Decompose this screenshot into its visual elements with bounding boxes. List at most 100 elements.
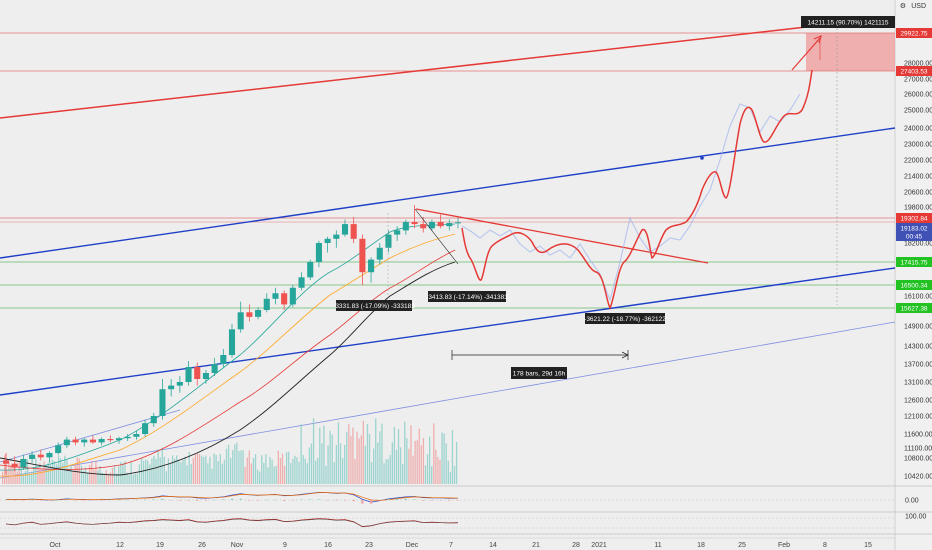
- macd-histogram-bar: [430, 500, 433, 501]
- macd-histogram-bar: [196, 500, 199, 501]
- drawdown-guide-2: [414, 208, 459, 265]
- volume-bar: [169, 463, 172, 484]
- volume-bar: [350, 435, 352, 484]
- volume-bar: [424, 465, 427, 484]
- x-tick-label: 7: [449, 542, 453, 549]
- y-tick-label: 20600.00: [904, 190, 932, 197]
- candle-body: [115, 438, 123, 441]
- volume-bar: [18, 462, 20, 484]
- price-label-box: [896, 28, 932, 38]
- volume-bar: [428, 436, 431, 484]
- volume-bar: [128, 474, 130, 484]
- volume-bar: [329, 430, 331, 484]
- price-label-text: 15627.38: [900, 306, 927, 313]
- volume-bar: [55, 464, 58, 484]
- volume-bar: [89, 465, 91, 484]
- candle-body: [185, 367, 192, 382]
- volume-bar: [24, 470, 27, 484]
- volume-bar: [80, 465, 83, 484]
- candle-body: [98, 439, 105, 443]
- volume-bar: [414, 440, 416, 484]
- volume-bar: [49, 464, 51, 484]
- target-arrow-head: [813, 34, 822, 44]
- volume-bar: [395, 449, 398, 484]
- volume-bar: [431, 466, 433, 484]
- volume-bar: [186, 465, 188, 484]
- x-tick-label: 16: [324, 542, 332, 549]
- volume-bar: [66, 460, 68, 484]
- macd-histogram-bar: [413, 499, 416, 500]
- blue-channel-lower-trendline: [0, 267, 896, 396]
- candle-body: [368, 259, 375, 273]
- volume-bar: [234, 444, 236, 484]
- volume-bar: [147, 460, 149, 484]
- volume-bar: [205, 455, 207, 484]
- x-tick-label: 14: [489, 542, 497, 549]
- settings-icon[interactable]: ⚙: [900, 2, 906, 10]
- candle-body: [228, 329, 236, 355]
- bars-range-arrow: [621, 351, 629, 359]
- macd-histogram-bar: [344, 500, 346, 501]
- volume-bar: [279, 458, 282, 484]
- volume-bar: [370, 462, 373, 484]
- volume-bar: [294, 455, 296, 484]
- volume-bar: [302, 455, 304, 484]
- candle-body: [176, 382, 183, 386]
- macd-histogram-bar: [144, 499, 147, 501]
- volume-bar: [362, 420, 364, 484]
- volume-bar: [153, 455, 155, 484]
- volume-bar: [70, 465, 72, 484]
- volume-bar: [194, 454, 197, 484]
- candle-body: [11, 463, 18, 468]
- macd-histogram-bar: [335, 500, 338, 501]
- volume-bar: [422, 438, 425, 484]
- volume-bar: [333, 462, 335, 484]
- ma-line-medium: [0, 233, 456, 477]
- osc-axis-tick-zero: 0.00: [905, 498, 919, 505]
- x-tick-label: 9: [283, 542, 287, 549]
- macd-histogram-bar: [457, 500, 459, 501]
- candle-body: [20, 458, 27, 468]
- macd-histogram-bar: [291, 500, 294, 501]
- volume-bar: [269, 456, 271, 484]
- volume-bar: [138, 464, 141, 484]
- descending-red-trendline: [415, 208, 709, 264]
- price-label-box: [896, 213, 932, 223]
- volume-bar: [358, 438, 360, 484]
- candle-body: [281, 293, 288, 305]
- volume-bar: [33, 467, 35, 484]
- macd-histogram-bar: [39, 500, 42, 501]
- macd-histogram-bar: [257, 500, 260, 501]
- candle-body: [324, 238, 331, 243]
- volume-bar: [10, 464, 12, 484]
- volume-bar: [373, 448, 375, 484]
- volume-bar: [242, 450, 244, 484]
- x-tick-label: 19: [156, 542, 164, 549]
- volume-bar: [26, 459, 29, 484]
- macd-histogram-bar: [187, 500, 190, 501]
- macd-histogram-bar: [13, 500, 16, 501]
- volume-bar: [375, 418, 377, 484]
- volume-bar: [412, 455, 414, 484]
- candle-body: [272, 293, 279, 299]
- volume-bar: [151, 458, 153, 484]
- volume-bar: [16, 471, 18, 484]
- macd-histogram-bar: [265, 499, 268, 501]
- macd-histogram-bar: [48, 500, 51, 501]
- macd-histogram-bar: [222, 499, 225, 500]
- candle-body: [263, 298, 270, 310]
- rsi-axis-tick-100: 100.00: [905, 514, 927, 521]
- macd-oscillator: [5, 491, 459, 504]
- annotation-gain: 14211.15 (90.70%) 1421115: [801, 16, 895, 28]
- candle-body: [211, 364, 218, 373]
- volume-bar: [312, 418, 315, 484]
- x-tick-label: 12: [116, 542, 124, 549]
- macd-histogram-bar: [57, 499, 60, 501]
- volume-bar: [8, 461, 10, 484]
- volume-bar: [404, 421, 406, 484]
- macd-histogram-bar: [239, 498, 242, 500]
- price-label-box: [896, 303, 932, 313]
- macd-histogram-bar: [422, 500, 425, 501]
- volume-bar: [6, 470, 8, 484]
